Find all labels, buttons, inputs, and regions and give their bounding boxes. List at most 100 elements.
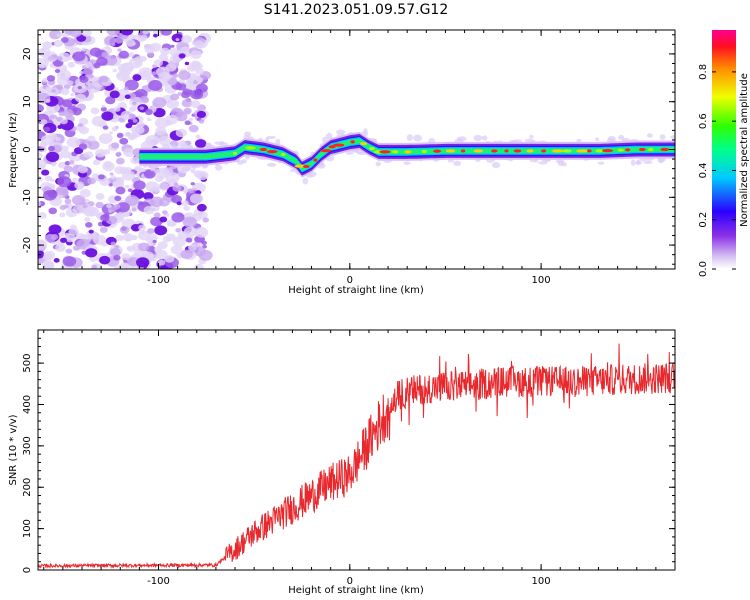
ridge-peak xyxy=(303,164,310,169)
noise-blob xyxy=(182,216,197,228)
ridge-peak xyxy=(625,148,631,152)
frequency-ridge xyxy=(139,131,675,178)
x-tick-label: -100 xyxy=(147,576,170,587)
noise-blob xyxy=(85,221,93,228)
noise-blob xyxy=(53,39,64,48)
noise-blob xyxy=(154,225,168,236)
noise-blob xyxy=(55,137,61,142)
noise-blob xyxy=(48,145,55,152)
noise-blob xyxy=(153,33,158,38)
noise-blob xyxy=(38,212,47,220)
noise-blob xyxy=(105,96,116,105)
noise-blob xyxy=(38,249,45,259)
noise-blob xyxy=(63,165,73,173)
noise-blob xyxy=(326,132,333,140)
ridge-peak xyxy=(491,149,498,153)
noise-blob xyxy=(68,160,75,165)
noise-blob xyxy=(194,227,209,238)
noise-blob xyxy=(132,118,138,123)
ridge-peak xyxy=(313,158,318,162)
noise-blob xyxy=(65,208,78,218)
noise-blob xyxy=(159,216,168,223)
noise-blob xyxy=(190,100,201,109)
snr-ylabel: SNR (10 * v/v) xyxy=(8,414,19,485)
noise-blob xyxy=(201,240,208,246)
noise-blob xyxy=(175,82,187,91)
colorbar-tick-label: 0.8 xyxy=(698,64,709,80)
noise-blob xyxy=(84,217,91,222)
ridge-peak xyxy=(294,164,306,168)
noise-blob xyxy=(41,41,53,50)
noise-blob xyxy=(95,148,107,158)
noise-blob xyxy=(87,140,100,150)
noise-blob xyxy=(79,189,91,198)
noise-blob xyxy=(72,177,78,182)
noise-blob xyxy=(71,107,82,116)
noise-blob xyxy=(158,182,170,191)
noise-blob xyxy=(115,157,125,165)
noise-blob xyxy=(134,56,143,62)
noise-blob xyxy=(63,84,71,90)
noise-blob xyxy=(122,233,134,242)
noise-blob xyxy=(202,217,209,223)
ridge-peak xyxy=(526,149,534,153)
noise-blob xyxy=(70,93,75,97)
noise-blob xyxy=(56,116,63,122)
noise-blob xyxy=(44,175,53,182)
noise-blob xyxy=(116,202,130,213)
noise-blob xyxy=(183,205,191,211)
noise-blob xyxy=(169,55,181,64)
noise-blob xyxy=(93,62,101,69)
noise-blob xyxy=(158,135,172,146)
colorbar-tick-label: 0.2 xyxy=(698,212,709,228)
noise-blob xyxy=(45,98,51,103)
noise-blob xyxy=(115,234,124,242)
noise-blob xyxy=(48,207,58,215)
noise-blob xyxy=(93,234,107,245)
noise-blob xyxy=(153,59,163,67)
noise-blob xyxy=(123,212,130,218)
noise-blob xyxy=(557,160,564,167)
noise-blob xyxy=(148,80,163,91)
noise-blob xyxy=(59,150,71,159)
noise-blob xyxy=(187,188,194,194)
noise-blob xyxy=(170,245,183,255)
noise-blob xyxy=(39,141,48,148)
noise-blob xyxy=(38,152,43,160)
noise-blob xyxy=(123,86,129,91)
ridge-peak xyxy=(587,149,592,153)
noise-blob xyxy=(50,234,59,240)
noise-blob xyxy=(115,214,125,221)
noise-blob xyxy=(48,224,62,235)
noise-blob xyxy=(205,142,212,147)
noise-blob xyxy=(172,73,179,78)
noise-blob xyxy=(124,184,130,189)
ridge-peak xyxy=(233,151,238,155)
spectrogram-ylabel: Frequency (Hz) xyxy=(8,112,19,188)
noise-blob xyxy=(345,151,354,155)
noise-blob xyxy=(120,30,134,36)
noise-blob xyxy=(110,241,116,246)
noise-blob xyxy=(71,194,86,206)
noise-blob xyxy=(56,56,63,61)
noise-blob xyxy=(91,264,98,269)
noise-blob xyxy=(60,37,69,44)
ridge-peak xyxy=(460,149,466,153)
noise-blob xyxy=(646,133,653,138)
noise-blob xyxy=(193,263,204,269)
ridge-peak xyxy=(617,148,624,152)
noise-blob xyxy=(133,180,146,190)
noise-blob xyxy=(121,170,136,181)
noise-blob xyxy=(302,177,309,185)
noise-blob xyxy=(38,175,43,183)
noise-blob xyxy=(54,69,61,74)
noise-blob xyxy=(188,117,194,122)
noise-blob xyxy=(266,135,276,140)
ridge-peak xyxy=(433,149,442,153)
colorbar-tick-label: 0.0 xyxy=(698,261,709,277)
noise-blob xyxy=(125,39,136,47)
ridge-peak xyxy=(552,149,564,153)
noise-blob xyxy=(150,196,164,208)
noise-blob xyxy=(119,226,130,234)
noise-blob xyxy=(48,132,58,140)
